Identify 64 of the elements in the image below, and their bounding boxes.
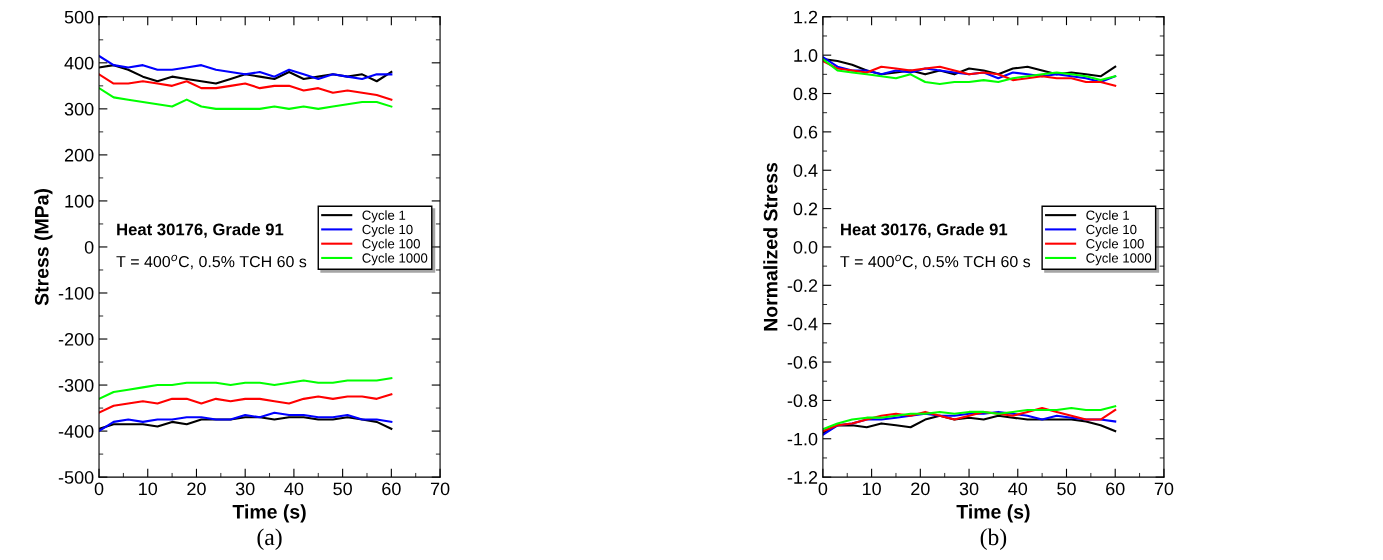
y-tick-label: 100 xyxy=(65,194,94,208)
text: (b) xyxy=(980,528,1007,550)
annotation: T = 400$^{o}$C, 0.5% TCH 60 s xyxy=(116,254,307,270)
y-tick-label: 0.2 xyxy=(793,202,818,216)
x-tick-label: 20 xyxy=(187,482,206,496)
y-tick-label: 0.0 xyxy=(793,240,818,254)
y-tick-label: -100 xyxy=(58,286,94,300)
x-tick-label: 0 xyxy=(818,482,828,496)
line-series xyxy=(99,87,393,110)
y-axis-title: Normalized Stress xyxy=(763,162,778,331)
x-tick-label: 30 xyxy=(235,482,255,496)
annotation: Heat 30176, Grade 91 xyxy=(841,223,1008,238)
x-axis-title: Time (s) xyxy=(956,504,1030,523)
y-tick-label: 300 xyxy=(64,102,94,116)
legend-label: Cycle 100 xyxy=(362,238,420,252)
x-tick-label: 40 xyxy=(284,482,304,496)
y-tick-label: -0.6 xyxy=(787,355,818,369)
y-tick-label: -500 xyxy=(58,471,94,484)
line-series xyxy=(99,73,393,101)
y-axis-title: Stress (MPa) xyxy=(34,189,53,306)
line-series xyxy=(99,411,393,433)
text: (a) xyxy=(257,528,282,550)
legend-label: Cycle 10 xyxy=(362,224,413,237)
legend-label: Cycle 10 xyxy=(1086,224,1137,237)
annotation: Heat 30176, Grade 91 xyxy=(117,223,284,238)
y-tick-label: 500 xyxy=(64,10,94,24)
legend-label: Cycle 1000 xyxy=(362,253,428,266)
x-tick-label: 70 xyxy=(430,482,450,496)
x-tick-label: 70 xyxy=(1154,482,1174,496)
line-series xyxy=(99,54,393,80)
x-tick-label: 30 xyxy=(959,482,979,496)
legend-label: Cycle 1000 xyxy=(1086,253,1152,266)
x-tick-label: 40 xyxy=(1008,482,1028,496)
y-tick-label: 0.6 xyxy=(793,125,818,139)
y-tick-label: 0 xyxy=(84,240,94,254)
y-tick-label: 1.2 xyxy=(794,10,818,24)
legend-label: Cycle 1 xyxy=(362,210,406,223)
y-tick-label: 0.8 xyxy=(793,87,818,101)
x-tick-label: 50 xyxy=(333,482,352,496)
x-tick-label: 0 xyxy=(94,482,104,496)
x-tick-label: 10 xyxy=(862,482,881,496)
x-tick-label: 20 xyxy=(911,482,930,496)
legend-label: Cycle 1 xyxy=(1086,210,1130,223)
y-tick-label: -200 xyxy=(58,332,94,346)
y-tick-label: -0.4 xyxy=(787,317,818,331)
y-tick-label: 400 xyxy=(64,56,94,70)
y-tick-label: -0.2 xyxy=(787,279,818,293)
y-tick-label: 200 xyxy=(64,148,94,162)
y-tick-label: 1.0 xyxy=(794,49,818,62)
line-series xyxy=(99,393,393,414)
y-tick-label: -1.0 xyxy=(787,432,818,446)
annotation: T = 400$^{o}$C, 0.5% TCH 60 s xyxy=(840,254,1031,270)
y-tick-label: -400 xyxy=(58,425,94,438)
x-tick-label: 10 xyxy=(139,482,158,496)
line-series xyxy=(99,377,393,400)
legend-label: Cycle 100 xyxy=(1086,238,1144,252)
x-tick-label: 60 xyxy=(1106,482,1125,496)
y-tick-label: -300 xyxy=(58,378,94,392)
x-tick-label: 50 xyxy=(1057,482,1076,496)
y-tick-label: -1.2 xyxy=(787,471,818,484)
x-axis-title: Time (s) xyxy=(232,504,306,523)
x-tick-label: 60 xyxy=(382,482,401,496)
y-tick-label: 0.4 xyxy=(793,164,818,177)
y-tick-label: -0.8 xyxy=(787,394,818,408)
